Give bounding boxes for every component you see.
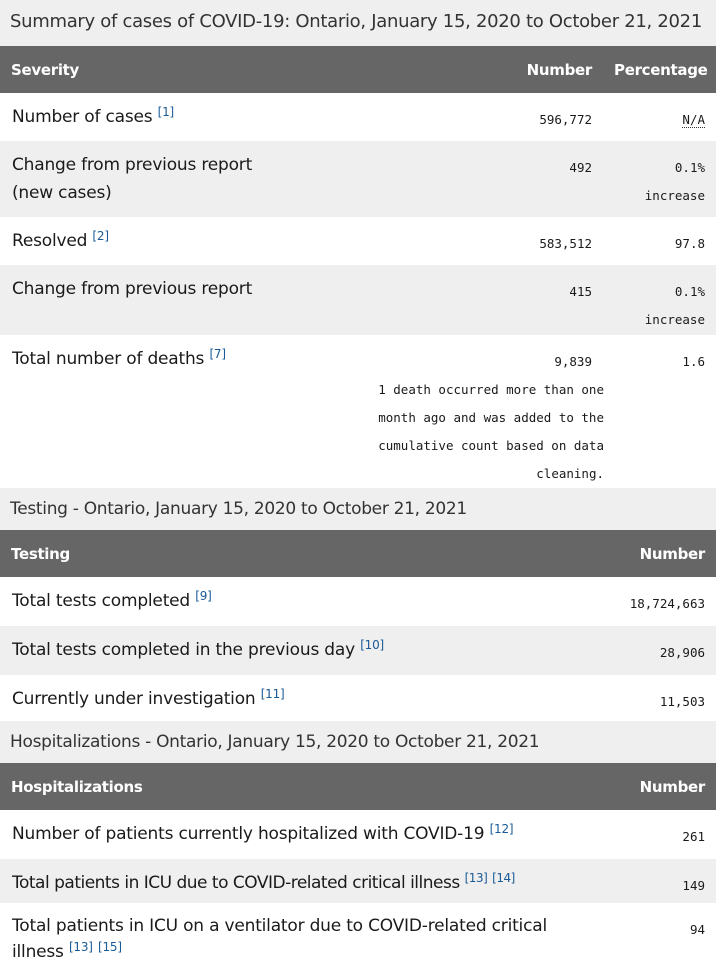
table-row: Change from previous report (new cases) 49… — [0, 141, 716, 217]
table-row: Change from previous report 415 0.1% increa… — [0, 265, 716, 335]
testing-caption: Testing - Ontario, January 15, 2020 to O… — [0, 488, 716, 530]
table-row: Total patients in ICU due to COVID-relat… — [0, 859, 716, 903]
table-row: Number of cases [1] 596,772 N/A — [12, 105, 705, 128]
table-row: Total number of deaths [7] 9,839 1 death o… — [0, 335, 716, 488]
footnote-link[interactable]: [12] — [489, 822, 514, 836]
testing-table: Testing - Ontario, January 15, 2020 to O… — [0, 488, 716, 721]
deaths-note: 1 death occurred more than one month ago… — [378, 382, 604, 481]
table-row: Number of patients currently hospitalize… — [12, 822, 705, 844]
footnote-link[interactable]: [9] — [195, 589, 212, 603]
summary-table: Summary of cases of COVID-19: Ontario, J… — [0, 0, 716, 488]
summary-caption: Summary of cases of COVID-19: Ontario, J… — [0, 0, 716, 46]
footnote-link[interactable]: [13] — [68, 940, 93, 954]
table-row: Total tests completed [9] 18,724,663 — [12, 589, 705, 611]
hospitalizations-caption: Hospitalizations - Ontario, January 15, … — [0, 721, 716, 763]
header-number: Number — [482, 46, 603, 93]
footnote-link[interactable]: [11] — [260, 687, 285, 701]
table-row: Total patients in ICU on a ventilator du… — [12, 916, 705, 962]
table-row: Resolved [2] 583,512 97.8 — [12, 229, 705, 251]
table-row: Currently under investigation [11] 11,503 — [12, 687, 705, 709]
footnote-link[interactable]: [2] — [92, 229, 109, 243]
footnote-link[interactable]: [1] — [157, 105, 175, 119]
na-abbr: N/A — [682, 112, 705, 128]
header-severity: Severity — [0, 46, 482, 93]
footnote-link[interactable]: [14] — [492, 871, 515, 885]
hospitalizations-table: Hospitalizations - Ontario, January 15, … — [0, 721, 716, 965]
table-row: Total tests completed in the previous da… — [0, 626, 716, 675]
footnote-link[interactable]: [13] — [464, 871, 488, 885]
footnote-link[interactable]: [15] — [98, 940, 122, 954]
footnote-link[interactable]: [10] — [360, 638, 385, 652]
footnote-link[interactable]: [7] — [209, 347, 226, 361]
header-percentage: Percentage — [603, 46, 716, 93]
